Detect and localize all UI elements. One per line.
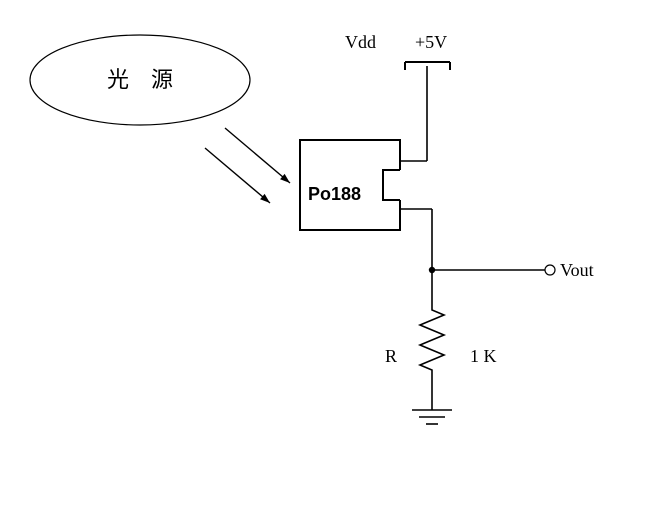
light-arrows (205, 128, 290, 203)
light-source-label: 光 源 (107, 67, 173, 92)
vdd-label: Vdd (345, 32, 376, 52)
vout-terminal-icon (545, 265, 555, 275)
circuit-diagram: 光 源 Po188 Vdd +5V Vout R 1 K (0, 0, 667, 506)
resistor-symbol (420, 300, 444, 380)
resistor-value: 1 K (470, 346, 497, 366)
arrow-shaft (205, 148, 270, 203)
vout-label: Vout (560, 260, 594, 280)
vout-node: Vout (429, 260, 594, 280)
vdd-voltage-label: +5V (415, 32, 447, 52)
sensor-label: Po188 (308, 184, 361, 204)
resistor: R 1 K (385, 300, 497, 380)
ground-symbol (412, 410, 452, 424)
arrow-shaft (225, 128, 290, 183)
resistor-designator: R (385, 346, 397, 366)
